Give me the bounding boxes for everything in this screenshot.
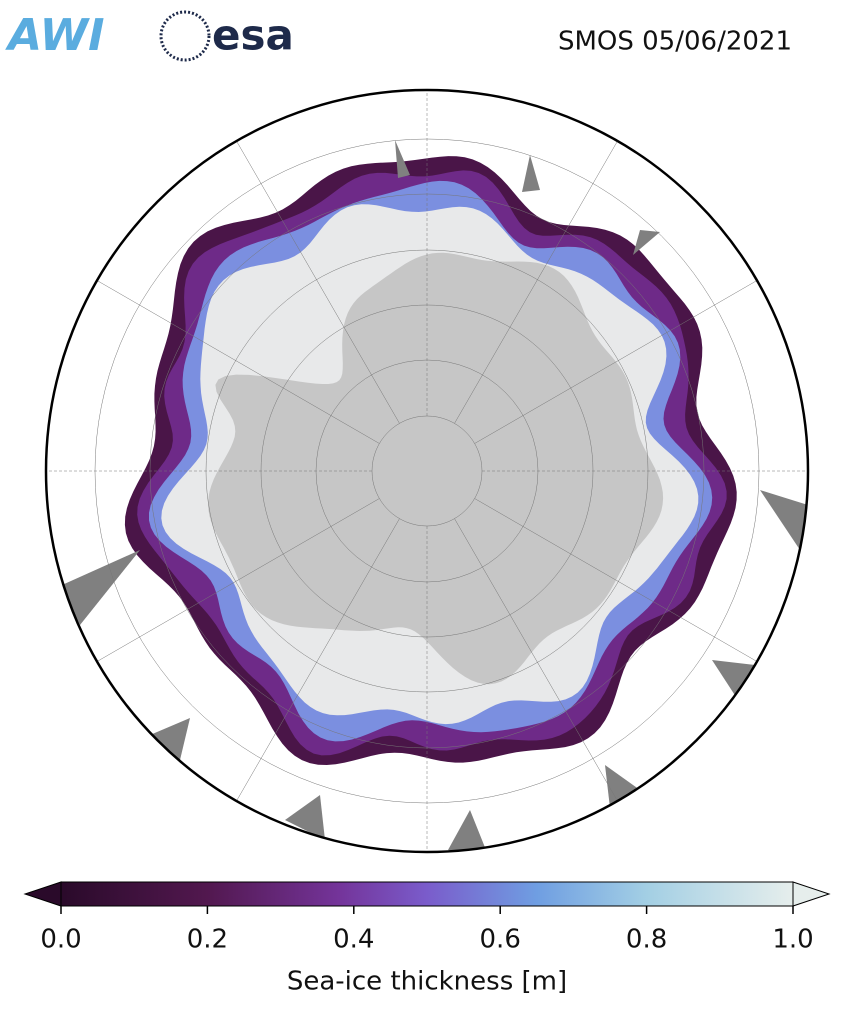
meridian xyxy=(454,133,623,424)
map-border xyxy=(44,88,810,854)
colorbar-tick-label: 0.2 xyxy=(187,925,228,955)
esa-emblem xyxy=(159,10,211,62)
colorbar-tick-label: 0.4 xyxy=(333,925,374,955)
colorbar-label: Sea-ice thickness [m] xyxy=(287,967,567,997)
colorbar-extend-low xyxy=(23,881,62,907)
colorbar xyxy=(60,881,794,907)
colorbar-tick-label: 0.8 xyxy=(626,925,667,955)
colorbar-extend-high xyxy=(792,881,831,907)
land xyxy=(285,795,325,840)
colorbar-tick-label: 1.0 xyxy=(772,925,813,955)
awi-logo: AWI xyxy=(5,10,105,61)
antarctica xyxy=(208,252,664,685)
meridian xyxy=(474,275,765,444)
meridian xyxy=(89,275,380,444)
land xyxy=(633,230,660,255)
colorbar-ticks: 0.0 0.2 0.4 0.6 0.8 1.0 xyxy=(40,906,814,955)
land xyxy=(712,660,755,700)
land xyxy=(150,718,190,760)
land xyxy=(605,765,640,808)
land xyxy=(395,140,410,178)
colorbar-tick-label: 0.0 xyxy=(40,925,81,955)
meridian xyxy=(454,518,623,809)
meridian xyxy=(231,133,400,424)
graticule xyxy=(46,90,808,852)
land xyxy=(522,155,540,192)
meridian xyxy=(231,518,400,809)
land xyxy=(760,490,808,550)
title: SMOS 05/06/2021 xyxy=(558,27,792,57)
esa-logo: esa xyxy=(212,11,294,60)
map xyxy=(46,90,808,852)
colorbar-tick-label: 0.6 xyxy=(480,925,521,955)
land xyxy=(62,550,140,625)
land xyxy=(448,810,490,852)
meridian xyxy=(474,498,765,667)
meridian xyxy=(89,498,380,667)
